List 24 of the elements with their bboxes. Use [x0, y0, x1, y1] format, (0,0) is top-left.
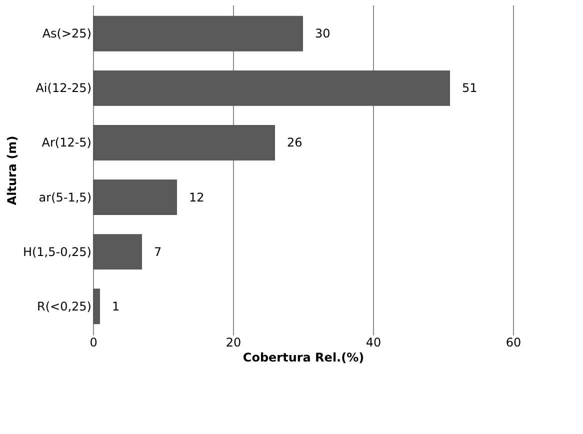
y-tick-label: ar(5-1,5): [38, 190, 92, 204]
data-label: 26: [287, 136, 302, 150]
bar: [93, 70, 450, 106]
data-label: 30: [315, 26, 330, 41]
data-label: 12: [189, 190, 204, 204]
x-tick-label: 40: [366, 336, 382, 350]
bar: [93, 288, 100, 324]
bar: [93, 234, 142, 270]
bar: [93, 125, 275, 160]
data-label: 1: [112, 299, 120, 314]
x-axis-title: Cobertura Rel.(%): [242, 350, 364, 364]
y-tick-label: As(>25): [42, 26, 92, 41]
y-tick-label: H(1,5-0,25): [22, 244, 92, 259]
y-tick-label: Ar(12-5): [42, 136, 92, 150]
data-label: 51: [462, 81, 478, 96]
y-tick-label: R(<0,25): [37, 299, 92, 314]
bar: [93, 180, 177, 215]
x-tick-label: 20: [226, 336, 242, 350]
bar: [93, 16, 303, 52]
y-tick-label: Ai(12-25): [36, 81, 92, 96]
y-axis-title: Altura (m): [4, 136, 19, 206]
x-tick-label: 60: [506, 336, 522, 350]
data-label: 7: [154, 244, 162, 259]
x-tick-label: 0: [90, 336, 98, 350]
